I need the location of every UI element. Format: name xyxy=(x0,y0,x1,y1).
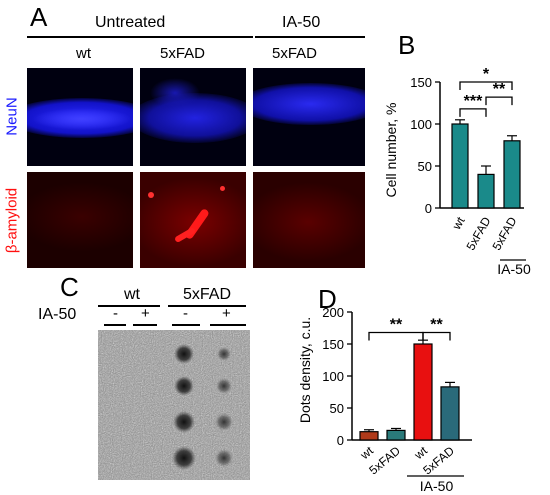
chart-d-y-tick-label: 0 xyxy=(337,433,344,448)
untreated-bracket-line xyxy=(27,36,253,38)
chart-b-significance-2-label: ** xyxy=(493,81,506,98)
micrograph-neun-5xfad-untreated xyxy=(140,68,246,166)
chart-d-y-tick-label: 100 xyxy=(322,369,344,384)
chart-d-y-tick-label: 150 xyxy=(322,337,344,352)
panel-label-c: C xyxy=(60,272,79,302)
group-label-untreated: Untreated xyxy=(95,14,166,31)
blot-spot xyxy=(215,449,233,467)
panel-label-a: A xyxy=(30,2,48,32)
chart-b-bar xyxy=(451,123,469,209)
dot-blot-5xfad-bracket xyxy=(168,305,246,307)
blot-spot xyxy=(174,344,194,364)
chart-d-bar xyxy=(386,429,406,441)
column-label-wt: wt xyxy=(76,45,91,62)
dot-blot-sign-1: - xyxy=(113,305,118,322)
chart-b-y-tick-label: 100 xyxy=(410,117,432,132)
chart-d-significance-1-bracket xyxy=(368,331,424,341)
blot-spot xyxy=(173,411,195,433)
row-label-neun: NeuN xyxy=(3,97,21,136)
micrograph-amyloid-5xfad-untreated xyxy=(140,172,246,268)
chart-d-significance-2-bracket xyxy=(422,331,451,341)
chart-b-bar xyxy=(503,140,521,209)
chart-b-x-tick-label: 5xFAD xyxy=(463,214,493,252)
chart-b-y-tick-label: 0 xyxy=(425,201,432,216)
dot-blot-sign-2: + xyxy=(141,305,150,322)
chart-b-significance-2-bracket xyxy=(485,96,513,106)
ia50-bracket-line-a xyxy=(255,36,365,38)
dot-blot-group-wt: wt xyxy=(124,286,140,303)
chart-d-x-tick-label: 5xFAD xyxy=(420,443,457,477)
row-label-amyloid-wrap: β-amyloid xyxy=(2,172,22,268)
micrograph-neun-wt xyxy=(27,68,133,166)
chart-d-y-tick-label: 50 xyxy=(330,401,344,416)
dot-blot-membrane xyxy=(98,330,250,480)
panel-label-d: D xyxy=(318,284,337,314)
chart-b-y-axis-label: Cell number, % xyxy=(383,103,399,198)
chart-d-y-tick-label: 200 xyxy=(322,305,344,320)
panel-label-b: B xyxy=(398,30,416,60)
chart-b-significance-1-bracket xyxy=(459,108,487,117)
group-label-ia50-a: IA-50 xyxy=(282,14,321,31)
blot-spot xyxy=(217,347,231,361)
micrograph-amyloid-5xfad-ia50 xyxy=(253,172,365,268)
blot-spot xyxy=(172,446,196,470)
chart-b-bar xyxy=(477,173,495,209)
chart-b-significance-3-label: * xyxy=(483,66,490,83)
chart-d-y-axis-label: Dots density, c.u. xyxy=(297,317,313,423)
chart-b-x-tick-label: 5xFAD xyxy=(489,214,519,252)
blot-spot xyxy=(174,376,194,396)
dot-blot-wt-bracket xyxy=(98,305,160,307)
column-label-5xfad-ia50: 5xFAD xyxy=(272,45,318,62)
dot-blot-sign-3-underline xyxy=(172,324,200,326)
chart-d-significance-2-label: ** xyxy=(430,316,443,333)
dot-blot-sign-4-underline xyxy=(210,324,246,326)
row-label-amyloid: β-amyloid xyxy=(3,187,21,254)
dot-blot-sign-4: + xyxy=(222,305,231,322)
chart-d-group-label: IA-50 xyxy=(420,478,454,494)
chart-b-group-label: IA-50 xyxy=(497,261,531,277)
chart-b-significance-1-label: *** xyxy=(464,93,483,110)
chart-b-significance-3-bracket xyxy=(459,81,513,90)
chart-b-x-tick-label: wt xyxy=(449,214,468,233)
dot-blot-sign-2-underline xyxy=(133,324,157,326)
chart-d-bar xyxy=(440,386,460,441)
chart-b-y-tick-label: 150 xyxy=(410,75,432,90)
row-label-neun-wrap: NeuN xyxy=(2,68,22,166)
column-label-5xfad-untreated: 5xFAD xyxy=(160,45,206,62)
dot-blot-sign-1-underline xyxy=(104,324,126,326)
chart-d-bar xyxy=(413,343,433,441)
chart-d-x-tick-label: 5xFAD xyxy=(366,443,403,477)
dot-blot-row-label-ia50: IA-50 xyxy=(38,306,77,323)
micrograph-neun-5xfad-ia50 xyxy=(253,68,365,166)
blot-spot xyxy=(215,413,233,431)
chart-b-y-tick-label: 50 xyxy=(418,159,432,174)
micrograph-amyloid-wt xyxy=(27,172,133,268)
blot-spot xyxy=(216,378,232,394)
chart-d-bar xyxy=(359,431,379,441)
dot-blot-group-5xfad: 5xFAD xyxy=(183,286,232,303)
dot-blot-spots xyxy=(172,344,233,470)
chart-d-significance-1-label: ** xyxy=(390,316,403,333)
dot-blot-sign-3: - xyxy=(183,305,188,322)
